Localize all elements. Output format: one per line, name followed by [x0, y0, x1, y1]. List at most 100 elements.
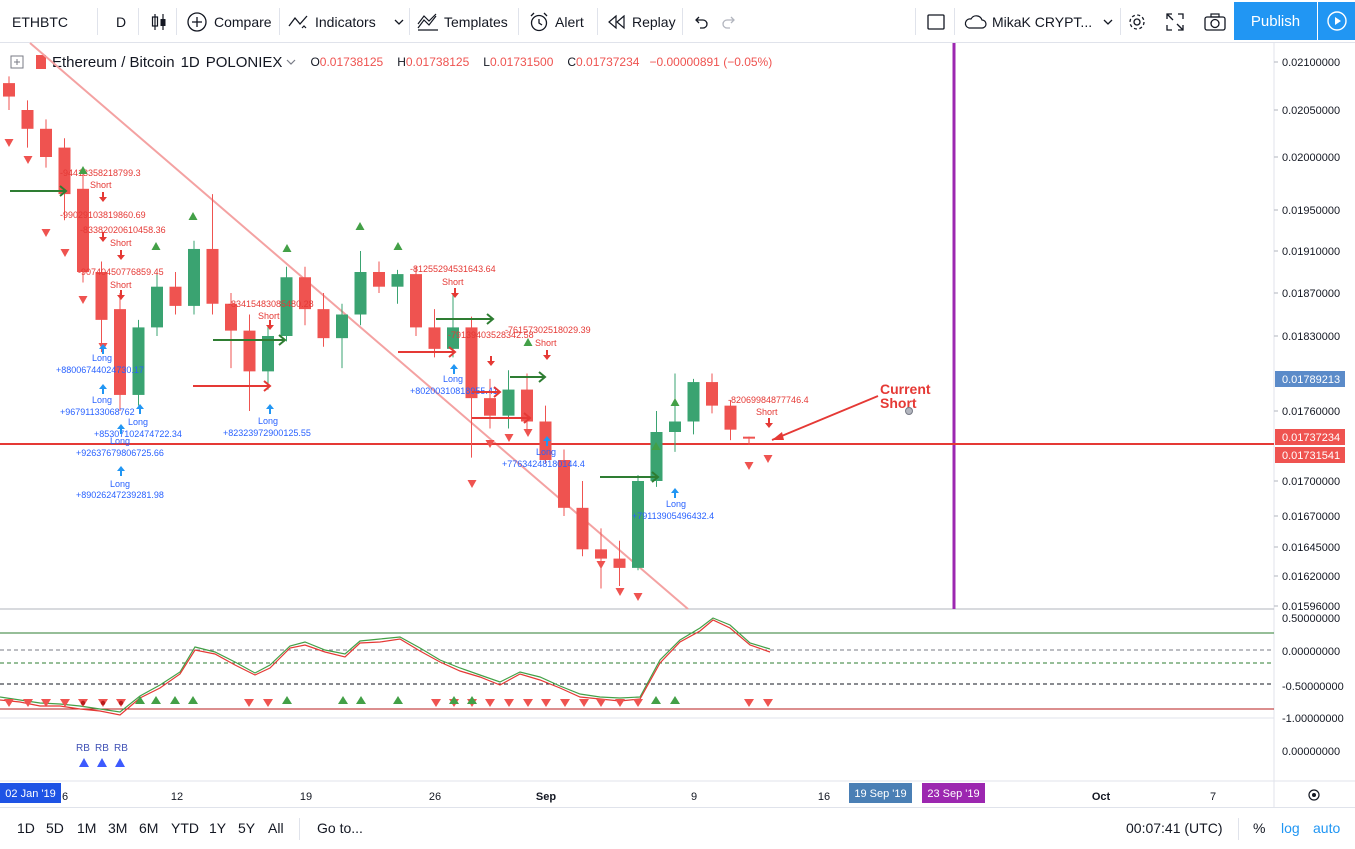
account-menu[interactable]: MikaK CRYPT...	[962, 0, 1114, 43]
range-1d[interactable]: 1D	[17, 820, 35, 836]
divider	[915, 8, 916, 35]
arrow-head-icon	[486, 313, 495, 325]
candles-icon	[151, 13, 166, 30]
time-axis[interactable]: 6 12 19 26 Sep 9 16 Oct 7	[62, 791, 1216, 803]
arrow-drawings[interactable]	[10, 185, 660, 483]
compare-button[interactable]: Compare	[186, 0, 272, 43]
redo-button[interactable]	[720, 0, 738, 43]
divider	[299, 818, 300, 840]
price-badge-label: 0.01789213	[1282, 374, 1340, 386]
legend-interval: 1D	[180, 53, 200, 71]
price-badges: 0.01789213 0.01737234 0.01731541	[1275, 371, 1345, 463]
osc-dot	[118, 700, 124, 706]
time-tick-label: 16	[818, 791, 830, 803]
log-toggle[interactable]: log	[1281, 820, 1300, 836]
indicators-dropdown[interactable]	[393, 0, 405, 43]
candle-body	[743, 436, 755, 439]
chart-type-button[interactable]	[150, 0, 168, 43]
rb-markers: RB RB RB	[76, 743, 128, 767]
settings-button[interactable]	[1126, 0, 1148, 43]
time-badge	[922, 783, 985, 803]
symbol-search[interactable]: ETHBTC	[12, 0, 68, 43]
signal-value: -83415483085480.28	[228, 299, 314, 309]
short-arrow-stem	[490, 356, 492, 361]
divider	[1120, 8, 1121, 35]
osc-sell-icon	[523, 699, 533, 707]
long-arrow-stem	[102, 349, 104, 354]
candle-body	[3, 83, 15, 97]
arrow-head-icon	[493, 386, 502, 398]
camera-icon	[1204, 12, 1226, 31]
price-tick-label: 0.01620000	[1282, 571, 1340, 583]
price-tick-label: 0.01910000	[1282, 246, 1340, 258]
range-all[interactable]: All	[268, 820, 284, 836]
long-label: Long	[443, 374, 463, 384]
expand-legend-icon[interactable]	[10, 55, 24, 69]
publish-button[interactable]: Publish	[1234, 2, 1317, 40]
long-label: Long	[110, 436, 130, 446]
axis-settings-button[interactable]	[1308, 789, 1320, 801]
percent-toggle[interactable]: %	[1253, 820, 1266, 836]
osc-sell-icon	[60, 699, 70, 707]
long-arrow-icon	[450, 364, 458, 369]
range-1m[interactable]: 1M	[77, 820, 97, 836]
range-3m[interactable]: 3M	[108, 820, 128, 836]
goto-button[interactable]: Go to...	[317, 820, 363, 836]
layout-button[interactable]	[926, 0, 946, 43]
anchor-point[interactable]	[905, 407, 913, 415]
short-label: Short	[756, 407, 778, 417]
divider	[97, 8, 98, 35]
osc-buy-icon	[449, 696, 459, 704]
annotation-arrow[interactable]	[771, 395, 879, 441]
undo-button[interactable]	[692, 0, 710, 43]
annotation-label[interactable]: Short	[880, 395, 917, 411]
time-tick-label: 7	[1210, 791, 1216, 803]
indicators-button[interactable]: Indicators	[287, 0, 376, 43]
candle-body	[169, 286, 182, 306]
auto-toggle[interactable]: auto	[1313, 820, 1341, 836]
high-label: H	[397, 55, 406, 69]
candle-color-swatch	[36, 55, 46, 69]
short-signals: -94413358218799.3 Short -99029103819860.…	[60, 168, 809, 417]
osc-buy-icon	[151, 696, 161, 704]
alert-label: Alert	[555, 13, 584, 30]
chart-canvas[interactable]: -94413358218799.3 Short -99029103819860.…	[0, 0, 1355, 807]
osc-buy-icon	[338, 696, 348, 704]
play-button[interactable]	[1318, 2, 1355, 40]
replay-button[interactable]: Replay	[607, 0, 676, 43]
utc-clock[interactable]: 00:07:41 (UTC)	[1126, 820, 1223, 836]
osc-sell-icon	[596, 699, 606, 707]
signal-value: +82323972900125.55	[223, 428, 311, 438]
annotation-label[interactable]: Current	[880, 381, 931, 397]
short-arrow-icon	[266, 325, 274, 330]
price-axis[interactable]: 0.02100000 0.02050000 0.02000000 0.01950000…	[1274, 57, 1340, 613]
alert-button[interactable]: Alert	[528, 0, 584, 43]
candle-body	[206, 248, 219, 304]
rewind-icon	[608, 14, 625, 29]
templates-button[interactable]: Templates	[416, 0, 508, 43]
candle-body	[188, 248, 200, 306]
range-6m[interactable]: 6M	[139, 820, 159, 836]
price-badge-label: 0.01731541	[1282, 450, 1340, 462]
interval-button[interactable]: D	[116, 0, 126, 43]
chevron-down-icon[interactable]	[286, 58, 296, 66]
candle-body	[151, 286, 163, 328]
osc-tick-label: 0.00000000	[1282, 646, 1340, 658]
range-ytd[interactable]: YTD	[171, 820, 199, 836]
indicators-icon	[288, 15, 308, 28]
range-1y[interactable]: 1Y	[209, 820, 227, 836]
range-5d[interactable]: 5D	[46, 820, 64, 836]
candle-body	[632, 481, 644, 568]
oscillator-axis[interactable]: 0.50000000 0.00000000 -0.50000000 -1.000000…	[1282, 613, 1344, 758]
fullscreen-button[interactable]	[1165, 0, 1185, 43]
publish-label: Publish	[1250, 12, 1301, 30]
long-arrow-stem	[120, 471, 122, 476]
short-arrow-stem	[102, 232, 104, 237]
long-label: Long	[110, 479, 130, 489]
range-5y[interactable]: 5Y	[238, 820, 256, 836]
time-badge-label: 23 Sep '19	[927, 788, 979, 800]
snapshot-button[interactable]	[1203, 0, 1227, 43]
candle-body	[262, 336, 274, 372]
time-tick-label: 26	[429, 791, 441, 803]
long-arrow-stem	[102, 389, 104, 394]
